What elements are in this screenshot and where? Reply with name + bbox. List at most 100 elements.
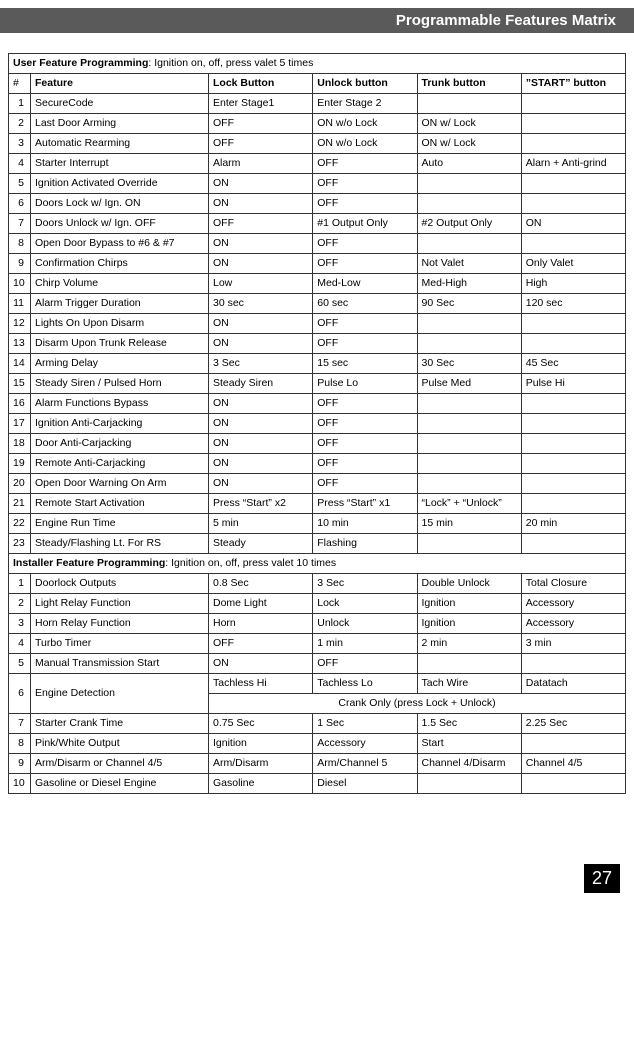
user-17-start: [521, 414, 625, 434]
user-11-num: 11: [9, 294, 31, 314]
user-10-trunk: Med-High: [417, 274, 521, 294]
user-23-start: [521, 534, 625, 554]
user-16-trunk: [417, 394, 521, 414]
user-4-feature: Starter Interrupt: [31, 154, 209, 174]
installer-4-num: 4: [9, 634, 31, 654]
user-23-unlock: Flashing: [313, 534, 417, 554]
col-unlock-header: Unlock button: [313, 74, 417, 94]
user-15-trunk: Pulse Med: [417, 374, 521, 394]
installer-post-3-start: Channel 4/5: [521, 754, 625, 774]
installer-4-feature: Turbo Timer: [31, 634, 209, 654]
user-2-unlock: ON w/o Lock: [313, 114, 417, 134]
user-22-num: 22: [9, 514, 31, 534]
user-3-trunk: ON w/ Lock: [417, 134, 521, 154]
user-18-trunk: [417, 434, 521, 454]
installer-1-start: Total Closure: [521, 574, 625, 594]
user-15-feature: Steady Siren / Pulsed Horn: [31, 374, 209, 394]
user-1-trunk: [417, 94, 521, 114]
installer-2-row: 2Light Relay FunctionDome LightLockIgnit…: [9, 594, 626, 614]
user-5-unlock: OFF: [313, 174, 417, 194]
user-5-lock: ON: [209, 174, 313, 194]
user-22-feature: Engine Run Time: [31, 514, 209, 534]
user-8-feature: Open Door Bypass to #6 & #7: [31, 234, 209, 254]
installer-3-num: 3: [9, 614, 31, 634]
installer-3-trunk: Ignition: [417, 614, 521, 634]
user-19-lock: ON: [209, 454, 313, 474]
user-16-start: [521, 394, 625, 414]
installer-1-feature: Doorlock Outputs: [31, 574, 209, 594]
installer-post-3-unlock: Arm/Channel 5: [313, 754, 417, 774]
user-9-trunk: Not Valet: [417, 254, 521, 274]
user-11-unlock: 60 sec: [313, 294, 417, 314]
user-6-trunk: [417, 194, 521, 214]
user-23-trunk: [417, 534, 521, 554]
installer-1-row: 1Doorlock Outputs0.8 Sec3 SecDouble Unlo…: [9, 574, 626, 594]
user-18-num: 18: [9, 434, 31, 454]
user-11-start: 120 sec: [521, 294, 625, 314]
user-1-row: 1SecureCodeEnter Stage1Enter Stage 2: [9, 94, 626, 114]
page-footer: 27: [0, 794, 634, 923]
installer-5-start: [521, 654, 625, 674]
user-15-row: 15Steady Siren / Pulsed HornSteady Siren…: [9, 374, 626, 394]
installer-4-row: 4Turbo TimerOFF1 min2 min3 min: [9, 634, 626, 654]
table-container: User Feature Programming: Ignition on, o…: [0, 39, 634, 794]
installer-post-1-row: 7Starter Crank Time0.75 Sec1 Sec1.5 Sec2…: [9, 714, 626, 734]
user-13-num: 13: [9, 334, 31, 354]
user-14-num: 14: [9, 354, 31, 374]
user-12-start: [521, 314, 625, 334]
user-6-row: 6 Doors Lock w/ Ign. ONONOFF: [9, 194, 626, 214]
user-9-num: 9: [9, 254, 31, 274]
user-2-start: [521, 114, 625, 134]
user-13-lock: ON: [209, 334, 313, 354]
user-section-header: User Feature Programming: Ignition on, o…: [9, 54, 626, 74]
user-14-trunk: 30 Sec: [417, 354, 521, 374]
user-18-unlock: OFF: [313, 434, 417, 454]
installer-5-trunk: [417, 654, 521, 674]
user-13-trunk: [417, 334, 521, 354]
user-6-num: 6: [9, 194, 31, 214]
installer-post-2-start: [521, 734, 625, 754]
user-3-start: [521, 134, 625, 154]
col-num-header: #: [9, 74, 31, 94]
user-20-num: 20: [9, 474, 31, 494]
user-16-row: 16Alarm Functions BypassONOFF: [9, 394, 626, 414]
user-16-lock: ON: [209, 394, 313, 414]
user-7-row: 7 Doors Unlock w/ Ign. OFFOFF#1 Output O…: [9, 214, 626, 234]
user-21-start: [521, 494, 625, 514]
features-table: User Feature Programming: Ignition on, o…: [8, 53, 626, 794]
installer-post-1-unlock: 1 Sec: [313, 714, 417, 734]
installer-2-lock: Dome Light: [209, 594, 313, 614]
installer-2-trunk: Ignition: [417, 594, 521, 614]
installer-2-start: Accessory: [521, 594, 625, 614]
installer-post-4-start: [521, 774, 625, 794]
user-10-num: 10: [9, 274, 31, 294]
user-4-num: 4: [9, 154, 31, 174]
user-23-feature: Steady/Flashing Lt. For RS: [31, 534, 209, 554]
installer-engine-crankonly: Crank Only (press Lock + Unlock): [209, 694, 626, 714]
user-22-unlock: 10 min: [313, 514, 417, 534]
col-lock-header: Lock Button: [209, 74, 313, 94]
user-4-trunk: Auto: [417, 154, 521, 174]
installer-section-header-cell: Installer Feature Programming: Ignition …: [9, 554, 626, 574]
user-15-start: Pulse Hi: [521, 374, 625, 394]
installer-post-1-trunk: 1.5 Sec: [417, 714, 521, 734]
user-13-feature: Disarm Upon Trunk Release: [31, 334, 209, 354]
user-19-num: 19: [9, 454, 31, 474]
installer-post-2-row: 8Pink/White OutputIgnitionAccessoryStart: [9, 734, 626, 754]
installer-post-4-lock: Gasoline: [209, 774, 313, 794]
user-12-num: 12: [9, 314, 31, 334]
user-20-start: [521, 474, 625, 494]
user-8-row: 8Open Door Bypass to #6 & #7ONOFF: [9, 234, 626, 254]
user-22-start: 20 min: [521, 514, 625, 534]
installer-post-1-start: 2.25 Sec: [521, 714, 625, 734]
user-4-lock: Alarm: [209, 154, 313, 174]
user-11-trunk: 90 Sec: [417, 294, 521, 314]
installer-engine-detection-row1: 6Engine DetectionTachless HiTachless LoT…: [9, 674, 626, 694]
user-section-header-bold: User Feature Programming: [13, 57, 148, 69]
installer-post-4-feature: Gasoline or Diesel Engine: [31, 774, 209, 794]
installer-3-lock: Horn: [209, 614, 313, 634]
user-19-trunk: [417, 454, 521, 474]
user-7-lock: OFF: [209, 214, 313, 234]
user-6-start: [521, 194, 625, 214]
user-7-feature: Doors Unlock w/ Ign. OFF: [31, 214, 209, 234]
